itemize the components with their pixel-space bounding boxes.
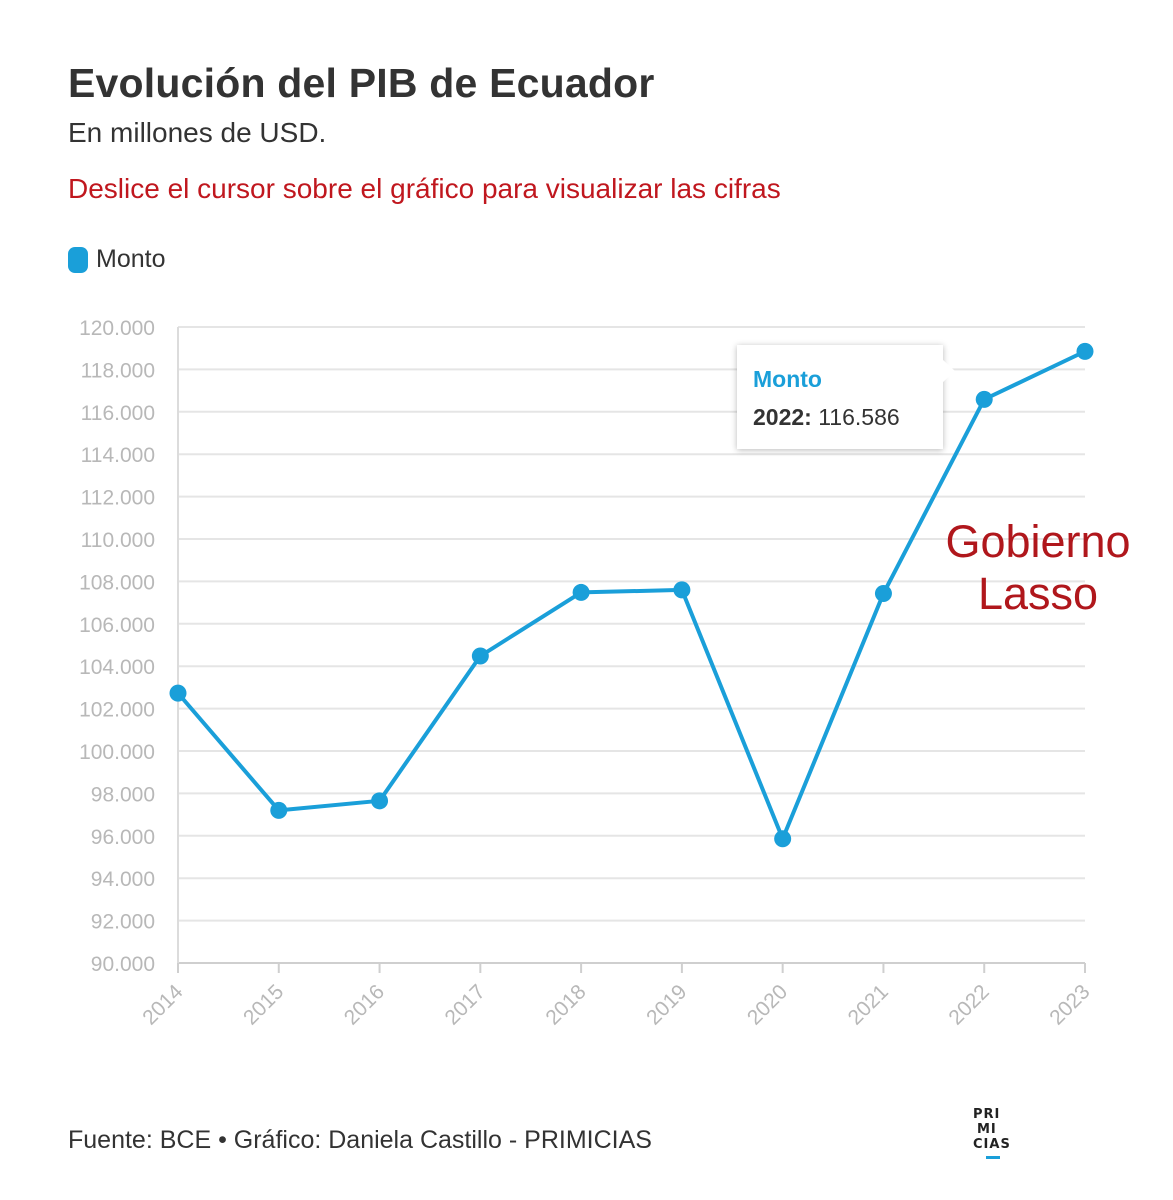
data-point-2022[interactable] bbox=[975, 390, 993, 408]
y-tick-label: 120.000 bbox=[79, 317, 155, 340]
tooltip-value: 116.586 bbox=[818, 404, 900, 430]
x-tick-label: 2014 bbox=[138, 980, 188, 1030]
x-tick-label: 2022 bbox=[944, 980, 993, 1029]
tooltip: Monto 2022: 116.586 bbox=[737, 345, 955, 449]
y-tick-label: 102.000 bbox=[79, 699, 155, 722]
tooltip-series-name: Monto bbox=[753, 366, 822, 392]
annotation-line-2: Lasso bbox=[977, 568, 1099, 619]
legend-swatch bbox=[68, 246, 88, 273]
x-tick-label: 2021 bbox=[844, 980, 893, 1029]
data-point-2019[interactable] bbox=[673, 581, 691, 599]
tooltip-year: 2022: bbox=[753, 404, 812, 430]
y-tick-label: 96.000 bbox=[91, 826, 155, 849]
data-point-2018[interactable] bbox=[572, 583, 590, 601]
y-tick-label: 118.000 bbox=[81, 359, 155, 382]
y-tick-label: 106.000 bbox=[79, 614, 155, 637]
chart-instruction: Deslice el cursor sobre el gráfico para … bbox=[68, 173, 781, 204]
x-tick-labels: 2014 2015 2016 2017 2018 2019 2020 2021 2022 2023 bbox=[138, 980, 1094, 1030]
y-tick-label: 114.000 bbox=[81, 444, 155, 467]
data-point-2016[interactable] bbox=[371, 792, 389, 810]
grid-lines bbox=[178, 326, 1085, 964]
x-tick-label: 2023 bbox=[1045, 980, 1094, 1029]
primicias-logo[interactable]: PRI MI CIAS bbox=[970, 1107, 1030, 1159]
source-footer: Fuente: BCE • Gráfico: Daniela Castillo … bbox=[68, 1126, 652, 1154]
y-tick-label: 100.000 bbox=[79, 741, 155, 764]
y-tick-label: 116.000 bbox=[81, 402, 155, 425]
tooltip-arrow bbox=[942, 359, 955, 383]
annotation-gobierno-lasso: Gobierno Lasso bbox=[928, 516, 1148, 620]
y-tick-label: 90.000 bbox=[91, 953, 155, 976]
x-tick-label: 2019 bbox=[642, 980, 691, 1029]
series-line bbox=[176, 349, 1087, 841]
x-tick-label: 2020 bbox=[743, 980, 792, 1029]
series-line-monto bbox=[176, 349, 1087, 841]
y-tick-labels: 90.000 92.000 94.000 96.000 98.000 100.000 102… bbox=[79, 317, 155, 976]
y-tick-label: 94.000 bbox=[91, 868, 155, 891]
logo-line-1: PRI bbox=[973, 1107, 1001, 1122]
logo-line-3: CIAS bbox=[973, 1137, 1011, 1152]
data-point-2015[interactable] bbox=[270, 801, 288, 819]
y-tick-label: 112.000 bbox=[81, 487, 155, 510]
x-tick-label: 2017 bbox=[441, 980, 490, 1029]
x-tick-label: 2016 bbox=[340, 980, 389, 1029]
series-points[interactable] bbox=[169, 342, 1094, 848]
data-point-2021[interactable] bbox=[874, 584, 892, 602]
x-tick-label: 2018 bbox=[541, 980, 590, 1029]
logo-line-2: MI bbox=[977, 1122, 997, 1137]
legend[interactable]: Monto bbox=[68, 245, 165, 274]
x-tick-label: 2015 bbox=[239, 980, 288, 1029]
y-tick-label: 92.000 bbox=[91, 911, 155, 934]
logo-underline bbox=[986, 1156, 1000, 1159]
legend-label: Monto bbox=[96, 245, 166, 273]
chart-title: Evolución del PIB de Ecuador bbox=[68, 60, 655, 106]
chart-subtitle: En millones de USD. bbox=[68, 117, 327, 148]
axes bbox=[177, 327, 1086, 973]
data-point-2020[interactable] bbox=[774, 830, 792, 848]
data-point-2014[interactable] bbox=[169, 684, 187, 702]
tooltip-value-row: 2022: 116.586 bbox=[753, 403, 927, 431]
annotation-line-1: Gobierno bbox=[945, 516, 1131, 567]
y-tick-label: 110.000 bbox=[81, 529, 155, 552]
y-tick-label: 104.000 bbox=[79, 656, 155, 679]
y-tick-label: 108.000 bbox=[79, 571, 155, 594]
data-point-2017[interactable] bbox=[471, 647, 489, 665]
y-tick-label: 98.000 bbox=[91, 783, 155, 806]
data-point-2023[interactable] bbox=[1076, 342, 1094, 360]
